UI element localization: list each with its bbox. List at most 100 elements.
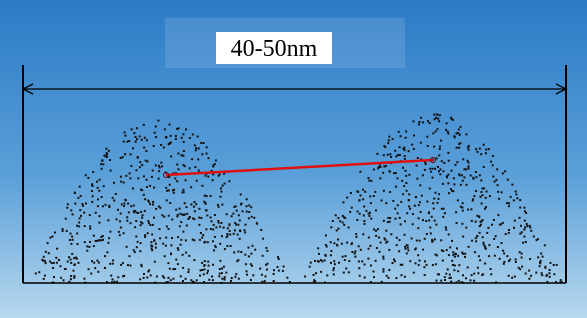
particle-dot — [330, 262, 332, 264]
particle-dot — [54, 232, 56, 234]
particle-dot — [105, 148, 107, 150]
particle-dot — [425, 163, 427, 165]
particle-dot — [404, 276, 406, 278]
particle-dot — [195, 203, 197, 205]
particle-dot — [137, 177, 139, 179]
particle-dot — [105, 155, 107, 157]
particle-dot — [388, 139, 390, 141]
particle-dot — [75, 257, 77, 259]
particle-dot — [117, 276, 119, 278]
particle-dot — [420, 117, 422, 119]
particle-dot — [448, 234, 450, 236]
particle-dot — [457, 199, 459, 201]
particle-dot — [414, 248, 416, 250]
particle-dot — [179, 213, 181, 215]
particle-dot — [215, 246, 217, 248]
particle-dot — [458, 264, 460, 266]
particle-dot — [109, 263, 111, 265]
particle-dot — [45, 262, 47, 264]
particle-dot — [155, 136, 157, 138]
particle-dot — [465, 227, 467, 229]
particle-dot — [277, 266, 279, 268]
particle-dot — [394, 208, 396, 210]
particle-dot — [195, 149, 197, 151]
particle-dot — [435, 131, 437, 133]
particle-dot — [413, 272, 415, 274]
particle-dot — [264, 280, 266, 282]
particle-dot — [384, 239, 386, 241]
particle-dot — [454, 265, 456, 267]
particle-dot — [169, 202, 171, 204]
particle-dot — [68, 256, 70, 258]
particle-dot — [492, 155, 494, 157]
particle-dot — [373, 228, 375, 230]
particle-dot — [201, 237, 203, 239]
particle-dot — [172, 189, 174, 191]
particle-dot — [206, 272, 208, 274]
particle-dot — [35, 272, 37, 274]
particle-dot — [203, 201, 205, 203]
particle-dot — [522, 242, 524, 244]
particle-dot — [210, 195, 212, 197]
particle-dot — [447, 133, 449, 135]
particle-dot — [405, 170, 407, 172]
particle-dot — [475, 190, 477, 192]
particle-dot — [212, 279, 214, 281]
particle-dot — [333, 267, 335, 269]
particle-dot — [135, 136, 137, 138]
particle-dot — [468, 149, 470, 151]
particle-dot — [525, 241, 527, 243]
particle-dot — [242, 210, 244, 212]
particle-dot — [429, 122, 431, 124]
particle-dot — [325, 255, 327, 257]
particle-dot — [76, 233, 78, 235]
particle-dot — [343, 224, 345, 226]
particle-dot — [398, 250, 400, 252]
particle-dot — [189, 167, 191, 169]
particle-dot — [205, 203, 207, 205]
particle-dot — [325, 235, 327, 237]
particle-dot — [508, 202, 510, 204]
particle-dot — [515, 261, 517, 263]
particle-dot — [453, 177, 455, 179]
particle-dot — [444, 212, 446, 214]
particle-dot — [262, 238, 264, 240]
particle-dot — [77, 243, 79, 245]
particle-dot — [491, 224, 493, 226]
particle-dot — [431, 239, 433, 241]
particle-dot — [399, 154, 401, 156]
particle-dot — [461, 174, 463, 176]
particle-dot — [283, 266, 285, 268]
particle-dot — [482, 273, 484, 275]
particle-dot — [230, 280, 232, 282]
particle-dot — [356, 236, 358, 238]
particle-dot — [70, 275, 72, 277]
particle-dot — [440, 168, 442, 170]
particle-dot — [523, 207, 525, 209]
particle-dot — [539, 262, 541, 264]
particle-dot — [383, 268, 385, 270]
particle-dot — [473, 273, 475, 275]
particle-dot — [169, 184, 171, 186]
particle-dot — [484, 247, 486, 249]
particle-dot — [153, 187, 155, 189]
particle-dot — [438, 120, 440, 122]
particle-dot — [96, 240, 98, 242]
particle-dot — [92, 195, 94, 197]
particle-dot — [207, 261, 209, 263]
particle-dot — [456, 161, 458, 163]
particle-dot — [120, 157, 122, 159]
particle-dot — [529, 258, 531, 260]
particle-dot — [149, 224, 151, 226]
particle-dot — [326, 274, 328, 276]
particle-dot — [468, 168, 470, 170]
particle-dot — [248, 255, 250, 257]
particle-dot — [368, 248, 370, 250]
particle-dot — [219, 260, 221, 262]
particle-dot — [169, 268, 171, 270]
particle-dot — [430, 171, 432, 173]
particle-dot — [83, 212, 85, 214]
particle-dot — [76, 225, 78, 227]
particle-dot — [139, 161, 141, 163]
particle-dot — [72, 213, 74, 215]
